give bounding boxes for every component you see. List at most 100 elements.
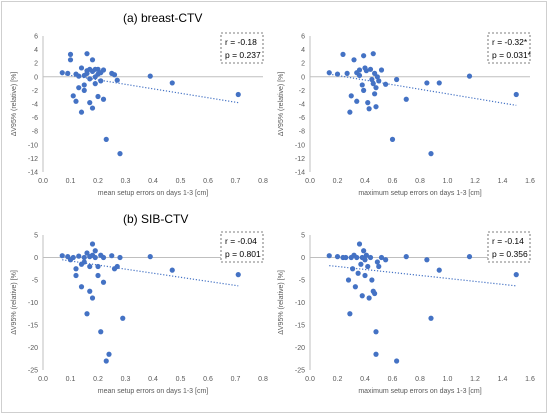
stats-r: r = -0.32* <box>492 37 528 47</box>
data-point <box>340 51 346 57</box>
data-point <box>383 257 389 263</box>
data-point <box>84 51 90 57</box>
y-tick-label: -15 <box>28 323 38 330</box>
y-tick-label: -5 <box>32 278 38 285</box>
data-point <box>359 293 365 299</box>
x-tick-label: 0.7 <box>231 376 241 383</box>
data-point <box>78 109 85 115</box>
data-point <box>147 73 153 79</box>
data-point <box>114 263 120 270</box>
stats-box <box>487 32 531 64</box>
data-point <box>361 87 367 93</box>
stats-box <box>487 231 531 263</box>
x-axis-title: maximum setup errors on days 1-3 [cm] <box>358 388 481 395</box>
data-point <box>370 81 376 87</box>
data-point <box>354 254 360 261</box>
data-point <box>347 311 353 317</box>
data-point <box>103 358 109 364</box>
data-point <box>84 250 90 256</box>
data-point <box>359 82 365 88</box>
data-point <box>109 253 115 259</box>
y-axis-title: ΔV95% (relative) [%] <box>11 270 18 335</box>
data-point <box>367 66 374 72</box>
y-tick-label: 0 <box>34 255 38 262</box>
data-point <box>81 87 87 93</box>
data-point <box>355 270 361 276</box>
y-tick-label: 5 <box>34 233 38 240</box>
x-tick-label: 0.2 <box>93 376 103 383</box>
stats-p: p = 0.801 <box>225 249 261 259</box>
data-point <box>424 257 430 263</box>
data-point <box>436 267 442 273</box>
data-point <box>169 80 175 86</box>
y-tick-label: -12 <box>295 156 305 163</box>
data-point <box>428 151 434 157</box>
data-point <box>81 82 87 88</box>
data-point <box>378 67 385 73</box>
data-point <box>352 284 358 290</box>
data-point <box>78 284 85 290</box>
data-point <box>347 109 353 115</box>
data-point <box>370 51 376 57</box>
y-tick-label: 2 <box>34 61 38 68</box>
x-tick-label: 0.6 <box>203 376 213 383</box>
data-point <box>89 241 96 247</box>
x-tick-label: 0.8 <box>258 178 268 185</box>
x-tick-label: 0.2 <box>333 376 343 383</box>
data-point <box>372 290 378 297</box>
data-point <box>117 254 123 261</box>
x-tick-label: 0.6 <box>203 178 213 185</box>
data-point <box>92 248 98 254</box>
y-tick-label: -6 <box>32 115 38 122</box>
x-tick-label: 0.8 <box>415 376 425 383</box>
data-point <box>513 91 519 98</box>
x-tick-label: 0.3 <box>121 376 131 383</box>
stats-p: p = 0.237 <box>225 50 261 60</box>
data-point <box>354 98 360 104</box>
x-tick-label: 0.4 <box>148 376 158 383</box>
data-point <box>373 104 379 110</box>
data-point <box>67 51 74 57</box>
data-point <box>363 68 369 74</box>
data-point <box>65 70 71 76</box>
data-point <box>394 358 400 364</box>
x-tick-label: 0.0 <box>305 178 315 185</box>
data-point <box>73 272 79 279</box>
data-point <box>389 136 396 142</box>
data-point <box>403 254 409 260</box>
y-tick-label: -2 <box>299 88 305 95</box>
data-point <box>89 105 96 111</box>
y-tick-label: 6 <box>34 34 38 41</box>
data-point <box>73 98 79 104</box>
data-point <box>369 277 375 283</box>
data-point <box>374 259 380 265</box>
data-point <box>366 106 372 112</box>
x-tick-label: 0.1 <box>66 376 76 383</box>
data-point <box>67 57 74 63</box>
data-point <box>87 100 93 106</box>
y-tick-label: 4 <box>34 47 38 54</box>
data-point <box>358 261 364 267</box>
x-tick-label: 0.1 <box>66 178 76 185</box>
data-point <box>373 351 379 357</box>
data-point <box>89 295 96 301</box>
data-point <box>76 73 82 79</box>
x-tick-label: 1.0 <box>443 178 453 185</box>
data-point <box>100 279 107 285</box>
data-point <box>84 311 90 317</box>
data-point <box>366 295 372 301</box>
data-point <box>367 254 374 261</box>
x-tick-label: 0.8 <box>415 178 425 185</box>
x-tick-label: 0.6 <box>388 178 398 185</box>
data-point <box>436 80 442 86</box>
data-point <box>350 266 356 272</box>
y-axis-title: ΔV95% (relative) [%] <box>278 270 285 335</box>
data-point <box>76 253 82 259</box>
data-point <box>106 351 112 357</box>
x-tick-label: 0.2 <box>333 178 343 185</box>
data-point <box>378 254 385 261</box>
y-tick-label: 0 <box>301 255 305 262</box>
data-point <box>403 96 409 102</box>
